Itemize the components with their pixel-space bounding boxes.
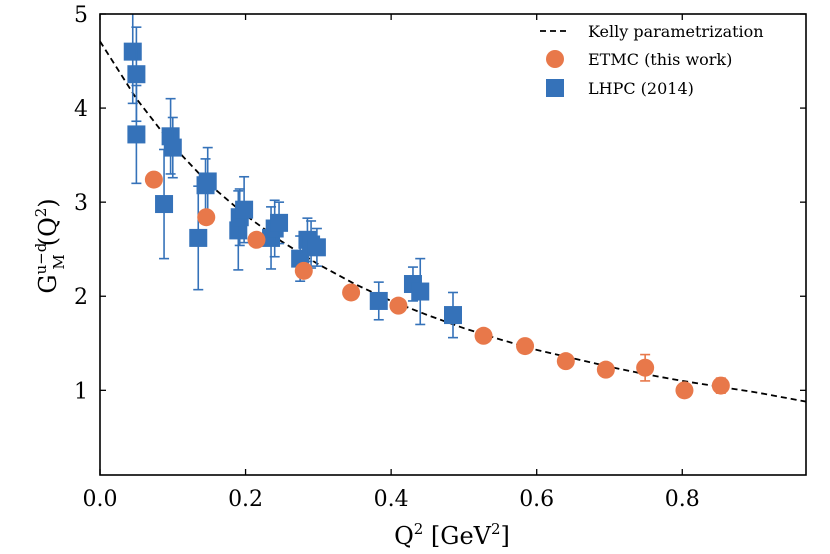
x-axis-title: Q2 [GeV2] bbox=[394, 520, 510, 550]
data-point-lhpc-5 bbox=[163, 138, 182, 157]
data-point-lhpc-21 bbox=[411, 282, 430, 301]
y-axis-title-paren-end: ) bbox=[34, 198, 62, 207]
y-tick-label-3: 4 bbox=[74, 97, 88, 122]
data-point-lhpc-19 bbox=[369, 291, 388, 310]
data-point-lhpc-22 bbox=[444, 306, 462, 325]
data-point-etmc-12 bbox=[711, 376, 730, 395]
y-axis-title-sub: M bbox=[50, 254, 68, 269]
x-axis-title-sup2: 2 bbox=[491, 520, 501, 538]
x-tick-label-1: 0.2 bbox=[228, 487, 263, 512]
y-axis-title: Gu−dM (Q2) bbox=[32, 198, 68, 293]
ticks: 0.0 0.2 0.4 0.6 0.8 1 2 3 4 5 bbox=[74, 3, 806, 512]
data-point-etmc-8 bbox=[556, 352, 575, 371]
data-point-lhpc-8 bbox=[198, 172, 217, 191]
y-axis-title-paren: (Q bbox=[34, 217, 62, 246]
x-axis-title-sup: 2 bbox=[414, 520, 424, 538]
data-point-etmc-7 bbox=[516, 337, 535, 356]
data-point-etmc-1 bbox=[197, 208, 216, 227]
data-point-lhpc-18 bbox=[307, 238, 326, 257]
plot-content bbox=[100, 14, 806, 403]
data-point-lhpc-6 bbox=[189, 228, 208, 247]
plot-series bbox=[100, 14, 806, 403]
data-point-lhpc-0 bbox=[123, 42, 142, 61]
data-point-etmc-3 bbox=[294, 261, 313, 280]
data-point-lhpc-14 bbox=[270, 213, 289, 232]
data-point-lhpc-11 bbox=[235, 200, 254, 219]
x-tick-label-3: 0.6 bbox=[519, 487, 554, 512]
y-tick-label-2: 3 bbox=[74, 191, 88, 216]
x-tick-label-4: 0.8 bbox=[665, 487, 700, 512]
data-point-etmc-6 bbox=[474, 326, 493, 345]
data-point-lhpc-2 bbox=[127, 125, 146, 144]
legend-label-kelly: Kelly parametrization bbox=[588, 22, 764, 41]
legend: Kelly parametrization ETMC (this work) L… bbox=[540, 22, 764, 98]
legend-marker-lhpc bbox=[546, 79, 564, 97]
data-point-etmc-5 bbox=[389, 296, 408, 315]
data-point-etmc-2 bbox=[247, 230, 266, 249]
y-axis-title-sup: u−d bbox=[32, 242, 50, 274]
plot-frame bbox=[99, 13, 807, 476]
y-axis-title-main: G bbox=[34, 275, 62, 294]
data-point-etmc-9 bbox=[596, 360, 615, 379]
x-tick-label-2: 0.4 bbox=[374, 487, 409, 512]
x-axis-title-main: Q bbox=[394, 522, 414, 550]
data-point-lhpc-1 bbox=[127, 65, 146, 84]
data-point-etmc-11 bbox=[675, 381, 694, 400]
y-tick-label-1: 2 bbox=[74, 285, 88, 310]
data-point-etmc-4 bbox=[342, 283, 361, 302]
x-tick-label-0: 0.0 bbox=[83, 487, 118, 512]
y-tick-label-0: 1 bbox=[74, 379, 88, 404]
x-axis-title-rest: [GeV bbox=[423, 522, 491, 550]
legend-label-lhpc: LHPC (2014) bbox=[588, 79, 694, 98]
data-point-lhpc-3 bbox=[155, 195, 174, 214]
x-axis-title-end: ] bbox=[501, 522, 510, 550]
data-point-etmc-0 bbox=[144, 170, 163, 189]
legend-marker-etmc bbox=[546, 50, 564, 68]
y-tick-label-4: 5 bbox=[74, 3, 88, 28]
y-axis-title-paren-sup: 2 bbox=[32, 208, 50, 218]
y-axis-title-group: Gu−dM (Q2) bbox=[32, 198, 68, 293]
legend-label-etmc: ETMC (this work) bbox=[588, 50, 732, 69]
data-point-etmc-10 bbox=[636, 358, 655, 377]
